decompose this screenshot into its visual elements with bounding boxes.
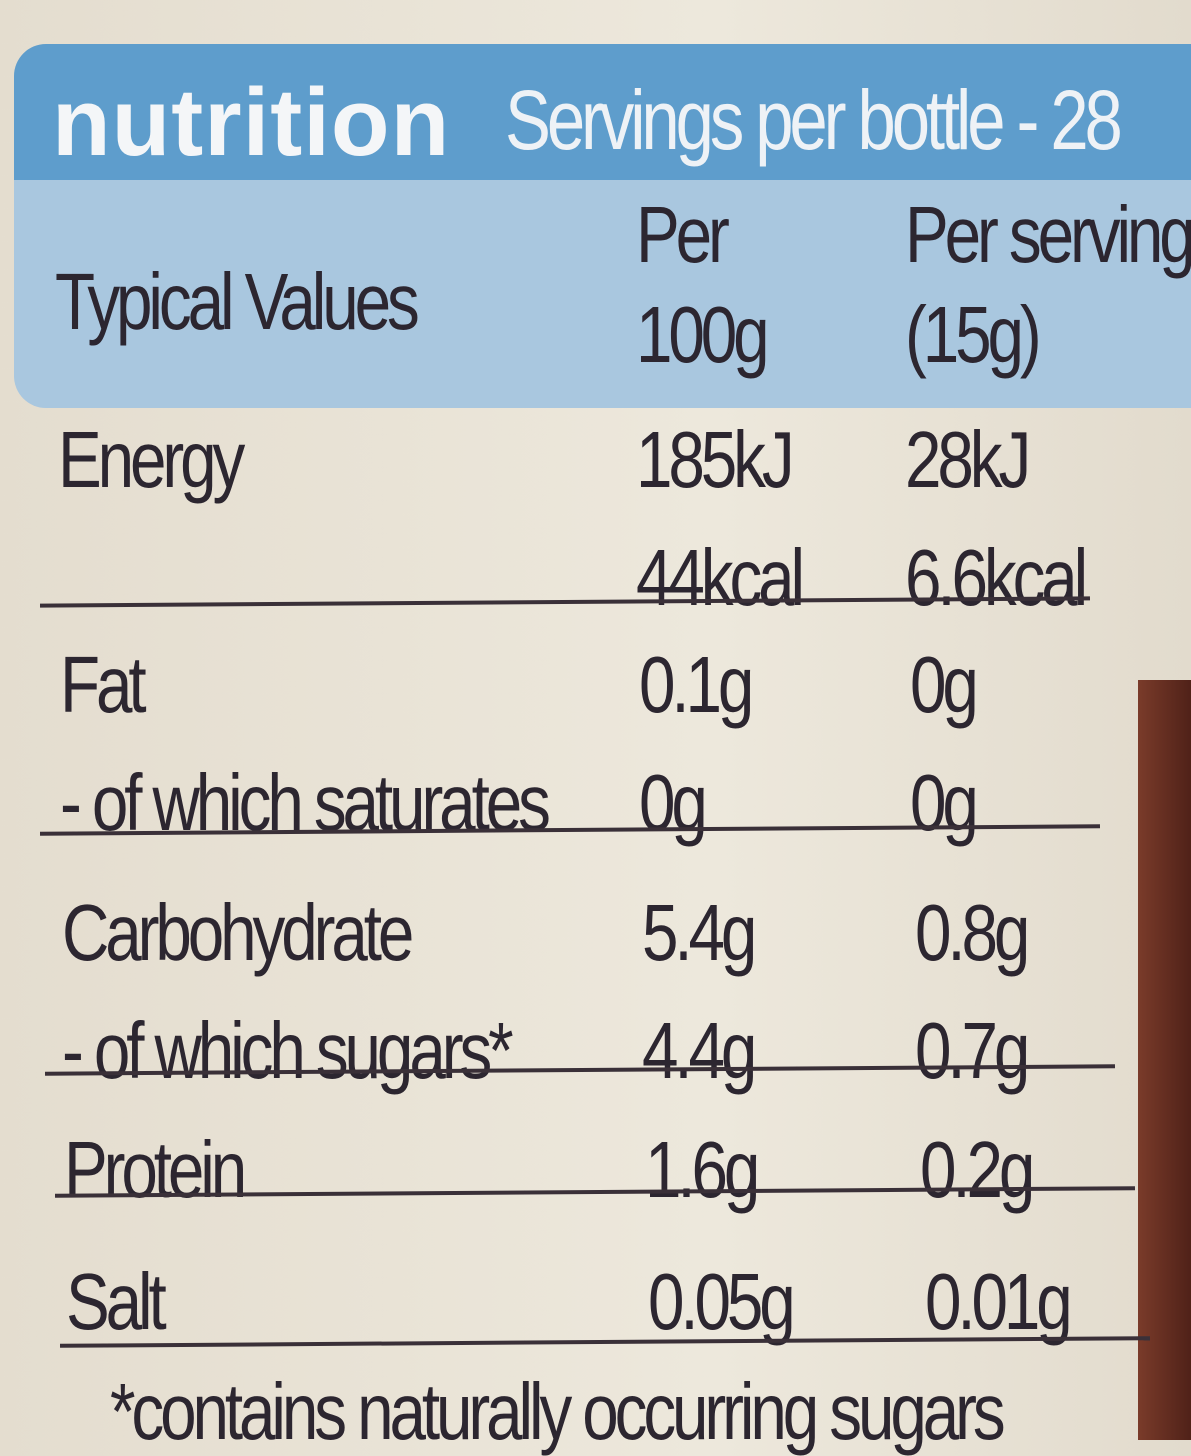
servings: Servings per bottle - 28	[505, 73, 1123, 167]
value-per-serving: 0g	[910, 640, 979, 729]
value-per-serving: 0.7g	[915, 1006, 1030, 1095]
column-label: Typical Values	[55, 257, 420, 346]
value-per-serving: 0g	[910, 758, 979, 847]
footnote: *contains naturally occurring sugars	[110, 1367, 1006, 1456]
column-header: Per serving	[905, 190, 1191, 279]
value-per-100g: 0.1g	[639, 640, 754, 729]
row-label: - of which sugars*	[62, 1006, 514, 1095]
row-label: Fat	[60, 640, 147, 729]
row-label: Protein	[64, 1125, 247, 1214]
row-label: Carbohydrate	[62, 888, 414, 977]
row-label: Salt	[66, 1257, 167, 1346]
column-header: 100g	[636, 290, 770, 379]
value-per-serving: 28kJ	[905, 415, 1031, 504]
title: nutrition	[52, 69, 451, 176]
bottle-edge	[1138, 680, 1191, 1440]
value-per-100g: 4.4g	[642, 1006, 757, 1095]
row-label: Energy	[58, 415, 245, 504]
header-band	[14, 44, 1191, 194]
value-per-serving: 0.01g	[925, 1257, 1073, 1346]
value-per-serving: 6.6kcal	[905, 533, 1088, 622]
value-per-100g: 0.05g	[648, 1257, 796, 1346]
value-per-100g: 185kJ	[636, 415, 795, 504]
value-per-100g: 5.4g	[642, 888, 757, 977]
value-per-serving: 0.8g	[915, 888, 1030, 977]
column-header: (15g)	[905, 290, 1042, 379]
column-header-band	[14, 180, 1191, 408]
value-per-100g: 44kcal	[636, 533, 805, 622]
column-header: Per	[636, 190, 730, 279]
value-per-100g: 1.6g	[645, 1125, 760, 1214]
value-per-serving: 0.2g	[920, 1125, 1035, 1214]
